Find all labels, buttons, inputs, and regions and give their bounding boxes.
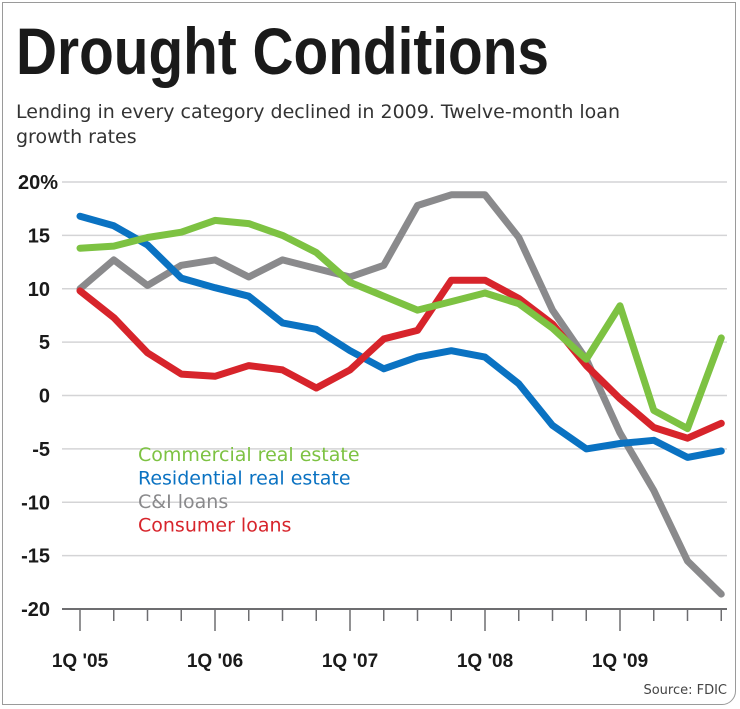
subtitle-line-1: Lending in every category declined in 20… <box>16 101 620 123</box>
y-tick-label: -15 <box>21 546 50 568</box>
y-tick-label: -10 <box>21 492 50 514</box>
x-tick-label: 1Q '06 <box>187 651 243 672</box>
x-axis: 1Q '05 1Q '06 1Q '07 1Q '08 1Q '09 <box>52 608 727 672</box>
x-tick-label: 1Q '09 <box>592 651 648 672</box>
chart-title: Drought Conditions <box>16 14 549 88</box>
legend-entry: Commercial real estate <box>138 444 360 466</box>
y-tick-label: 0 <box>39 386 50 408</box>
y-tick-label: 10 <box>28 279 50 301</box>
subtitle-line-2: growth rates <box>16 126 137 148</box>
y-tick-label: -5 <box>32 439 50 461</box>
y-tick-label: 20% <box>18 172 58 194</box>
x-tick-label: 1Q '08 <box>457 651 513 672</box>
legend-entry: Consumer loans <box>138 515 291 537</box>
series-line-c-i-loans <box>76 191 725 598</box>
y-axis-ticks: 20% 15 10 5 0 -5 -10 -15 -20 <box>18 172 58 621</box>
series-lines <box>76 191 725 598</box>
legend-entry: Residential real estate <box>138 468 351 490</box>
y-tick-label: 5 <box>39 332 50 354</box>
source-note: Source: FDIC <box>643 683 727 698</box>
x-tick-label: 1Q '07 <box>322 651 378 672</box>
y-tick-label: 15 <box>28 225 50 247</box>
series-line-consumer-loans <box>76 276 725 442</box>
series-line-residential-real-estate <box>76 212 725 461</box>
x-tick-label: 1Q '05 <box>52 651 109 672</box>
y-tick-label: -20 <box>21 599 50 621</box>
series-line-commercial-real-estate <box>76 216 725 433</box>
legend-entry: C&I loans <box>138 491 228 513</box>
